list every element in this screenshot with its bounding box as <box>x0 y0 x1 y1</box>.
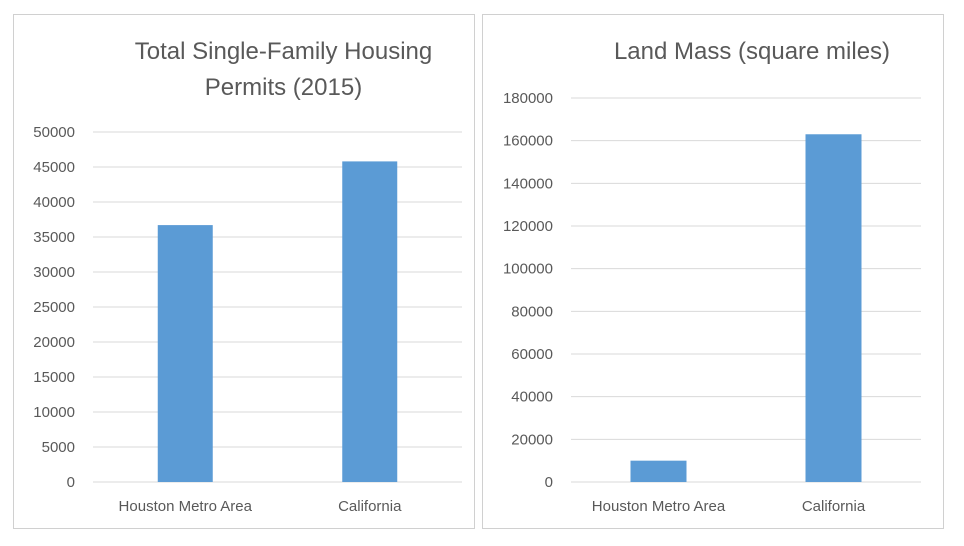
y-tick-label-120000: 120000 <box>503 218 553 235</box>
chart-land-mass: Land Mass (square miles) 0 20000 40000 60000… <box>503 38 921 515</box>
y-tick-label-10000: 10000 <box>33 404 75 421</box>
chart-housing-permits: Total Single-Family Housing Permits (2015… <box>33 38 462 515</box>
chart-panel-housing-permits: Total Single-Family Housing Permits (2015… <box>13 14 475 529</box>
bar-houston-metro-area <box>630 460 687 482</box>
y-tick-label-100000: 100000 <box>503 261 553 278</box>
y-tick-label-35000: 35000 <box>33 229 75 246</box>
y-tick-label-20000: 20000 <box>33 334 75 351</box>
y-tick-label-30000: 30000 <box>33 264 75 281</box>
chart-title-line-1: Land Mass (square miles) <box>614 38 890 65</box>
y-tick-label-25000: 25000 <box>33 299 75 316</box>
chart-title-line-1: Total Single-Family Housing <box>135 38 432 65</box>
bar-california <box>805 134 862 482</box>
y-tick-label-180000: 180000 <box>503 90 553 107</box>
y-tick-label-0: 0 <box>545 474 553 491</box>
category-label-california: California <box>802 498 866 515</box>
category-label-houston-metro-area: Houston Metro Area <box>119 498 253 515</box>
y-tick-label-50000: 50000 <box>33 124 75 141</box>
category-label-california: California <box>338 498 402 515</box>
category-label-houston-metro-area: Houston Metro Area <box>592 498 726 515</box>
y-tick-label-140000: 140000 <box>503 175 553 192</box>
y-tick-label-0: 0 <box>67 474 75 491</box>
y-tick-label-80000: 80000 <box>511 303 553 320</box>
chart-title-line-2: Permits (2015) <box>205 74 362 101</box>
y-tick-label-5000: 5000 <box>42 439 75 456</box>
y-tick-label-20000: 20000 <box>511 431 553 448</box>
y-tick-label-45000: 45000 <box>33 159 75 176</box>
y-tick-label-160000: 160000 <box>503 133 553 150</box>
y-tick-label-40000: 40000 <box>511 389 553 406</box>
y-tick-label-60000: 60000 <box>511 346 553 363</box>
y-tick-label-40000: 40000 <box>33 194 75 211</box>
y-tick-label-15000: 15000 <box>33 369 75 386</box>
chart-panel-land-mass: Land Mass (square miles) 0 20000 40000 60000… <box>482 14 944 529</box>
bar-california <box>342 161 398 482</box>
bar-houston-metro-area <box>157 225 213 482</box>
